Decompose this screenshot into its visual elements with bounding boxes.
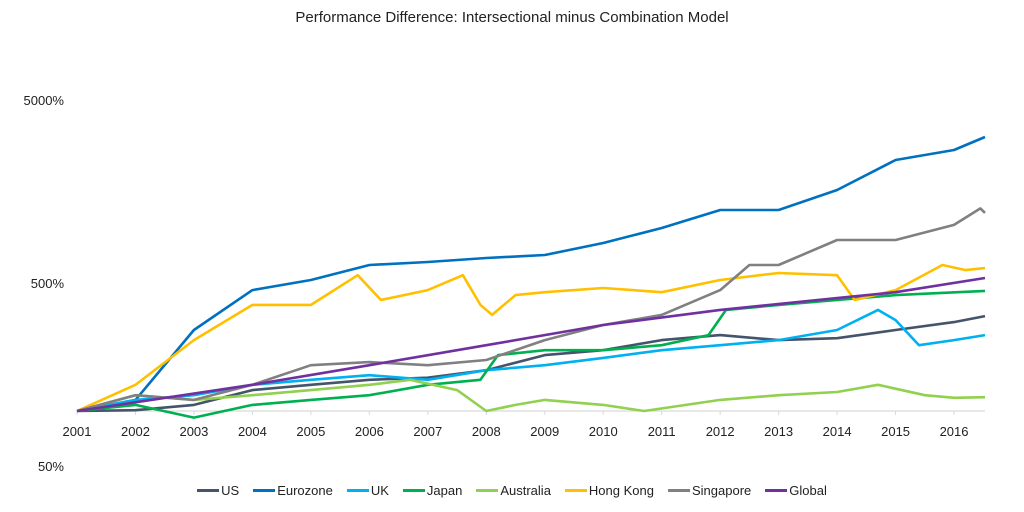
series-line-global [76,276,986,413]
x-tick-label: 2015 [881,424,910,439]
x-tick-label: 2009 [530,424,559,439]
legend-item-eurozone: Eurozone [253,483,333,498]
legend-swatch [402,489,425,492]
x-tick-label: 2014 [823,424,852,439]
x-tick-label: 2002 [121,424,150,439]
legend-item-japan: Japan [402,483,463,498]
series-line-australia [76,378,986,413]
legend-label: US [221,483,240,498]
x-tick-label: 2005 [296,424,325,439]
legend: US Eurozone UK Japan Australia Hong Kong Singa… [0,483,1024,498]
legend-item-uk: UK [346,483,389,498]
y-tick-label: 5000% [24,93,65,108]
x-tick-label: 2006 [355,424,384,439]
x-tick-label: 2013 [764,424,793,439]
legend-item-singapore: Singapore [667,483,752,498]
legend-swatch [346,489,369,492]
x-tick-label: 2012 [706,424,735,439]
x-tick-label: 2003 [179,424,208,439]
legend-label: Hong Kong [588,483,654,498]
x-tick-label: 2010 [589,424,618,439]
legend-swatch [197,489,220,492]
legend-swatch [667,489,690,492]
legend-label: Global [789,483,827,498]
legend-swatch [564,489,587,492]
legend-swatch [476,489,499,492]
legend-label: UK [370,483,389,498]
x-tick-label: 2007 [413,424,442,439]
series-line-hong-kong [76,263,986,413]
x-tick-label: 2016 [940,424,969,439]
x-tick-label: 2011 [648,424,676,439]
chart-title: Performance Difference: Intersectional m… [295,9,729,26]
legend-swatch [253,489,276,492]
series-line-us [76,314,986,413]
legend-item-us: US [197,483,239,498]
series-line-eurozone [76,135,986,413]
x-tick-label: 2004 [238,424,267,439]
y-tick-label: 500% [31,276,65,291]
legend-label: Australia [500,483,551,498]
legend-label: Singapore [691,483,752,498]
y-tick-label: 50% [38,459,64,474]
legend-item-global: Global [765,483,827,498]
legend-item-hong-kong: Hong Kong [564,483,654,498]
legend-swatch [765,489,788,492]
legend-item-australia: Australia [476,483,551,498]
legend-label: Japan [426,483,463,498]
x-tick-label: 2001 [63,424,92,439]
series-line-singapore [76,207,986,413]
legend-label: Eurozone [277,483,333,498]
x-tick-label: 2008 [472,424,501,439]
